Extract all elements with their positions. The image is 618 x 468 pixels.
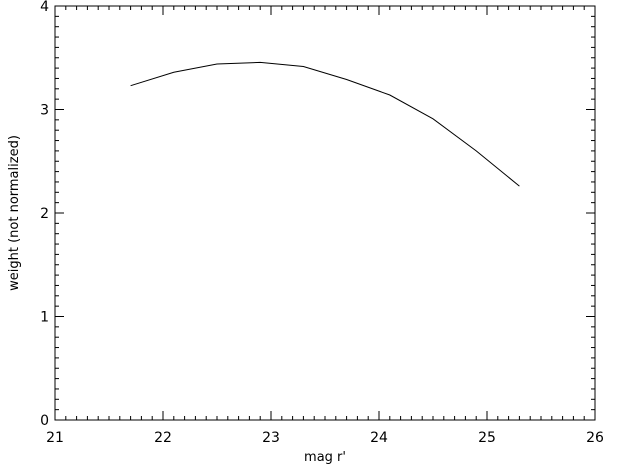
x-tick-label: 23 — [262, 430, 280, 446]
x-axis-label: mag r' — [304, 450, 346, 465]
x-tick-labels: 21 22 23 24 25 26 — [46, 430, 604, 446]
series-line — [130, 61, 520, 187]
y-axis-label: weight (not normalized) — [7, 135, 22, 291]
y-tick-label: 4 — [40, 0, 49, 15]
x-tick-label: 24 — [370, 430, 388, 446]
x-tick-label: 26 — [586, 430, 604, 446]
x-tick-label: 22 — [154, 430, 172, 446]
y-tick-label: 0 — [40, 413, 49, 429]
y-tick-label: 1 — [40, 310, 49, 326]
x-tick-label: 25 — [478, 430, 496, 446]
y-tick-labels: 0 1 2 3 4 — [40, 0, 49, 429]
x-tick-label: 21 — [46, 430, 64, 446]
y-tick-label: 3 — [40, 103, 49, 119]
major-ticks — [54, 5, 596, 421]
plot-frame — [54, 5, 596, 421]
minor-ticks — [54, 5, 596, 421]
y-tick-label: 2 — [40, 206, 49, 222]
